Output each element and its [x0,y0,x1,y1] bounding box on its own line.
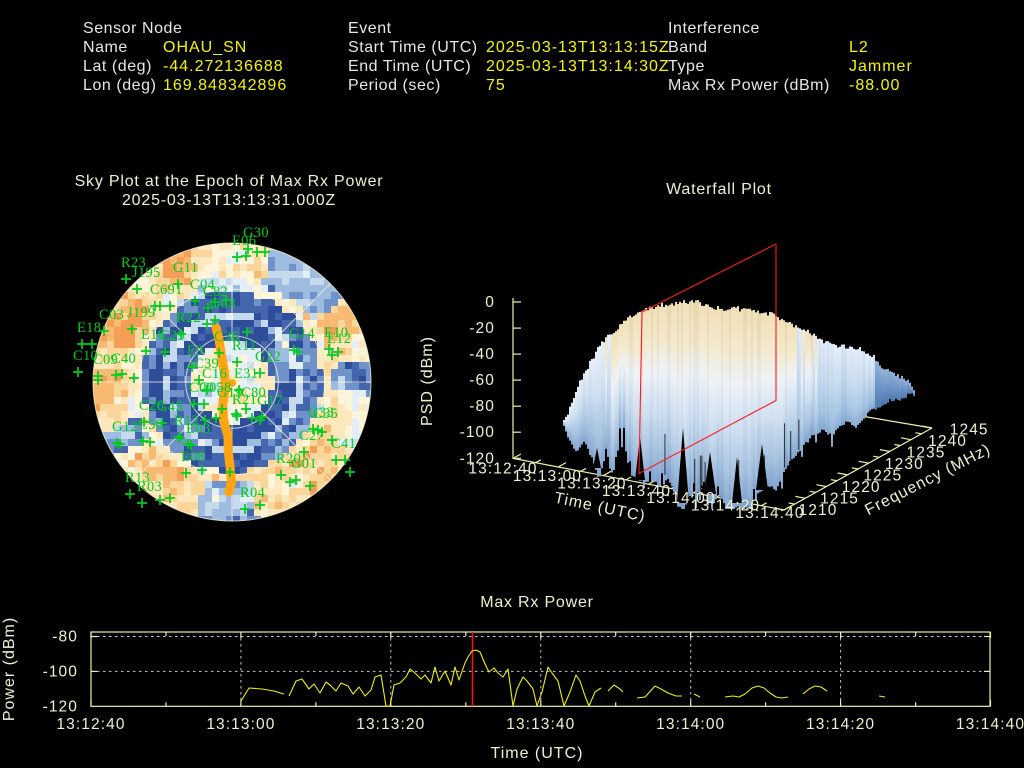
svg-text:G33: G33 [308,405,334,421]
svg-text:-20: -20 [469,320,495,337]
svg-text:C41: C41 [331,436,356,452]
svg-text:J199: J199 [127,305,156,321]
svg-text:0: 0 [485,294,495,311]
svg-text:13:13:20: 13:13:20 [557,475,626,492]
svg-text:Max Rx Power: Max Rx Power [480,594,594,611]
svg-text:J195: J195 [132,265,161,281]
svg-text:13:13:00: 13:13:00 [206,716,275,733]
svg-text:1240: 1240 [928,433,967,450]
svg-text:13:14:40: 13:14:40 [956,716,1024,733]
svg-text:E03: E03 [186,421,210,437]
svg-text:-120: -120 [460,450,495,467]
svg-text:C09: C09 [93,352,118,368]
svg-text:G08: G08 [210,296,236,312]
svg-text:C29: C29 [160,328,185,344]
svg-text:R20: R20 [276,451,301,467]
svg-text:-100: -100 [43,663,78,680]
svg-text:1230: 1230 [885,456,924,473]
svg-text:C16: C16 [202,366,227,382]
svg-text:-80: -80 [52,629,78,646]
svg-text:C35: C35 [313,406,338,422]
svg-text:2025-03-13T13:13:31.000Z: 2025-03-13T13:13:31.000Z [122,192,336,209]
svg-text:R22: R22 [176,310,201,326]
svg-text:1215: 1215 [820,491,859,508]
svg-text:R13: R13 [125,470,150,486]
svg-text:R23: R23 [121,255,146,271]
svg-text:G30: G30 [243,225,269,241]
svg-text:G14: G14 [289,326,315,342]
svg-text:Time (UTC): Time (UTC) [491,745,584,762]
svg-text:E10: E10 [324,325,348,341]
svg-text:C27: C27 [299,428,324,444]
svg-text:R12: R12 [174,413,199,429]
svg-text:C80: C80 [241,385,266,401]
svg-text:R04: R04 [240,485,266,501]
svg-text:E06: E06 [232,233,256,249]
svg-text:-60: -60 [469,372,495,389]
svg-text:1225: 1225 [863,468,902,485]
svg-text:-80: -80 [469,398,495,415]
svg-text:C36: C36 [214,329,239,345]
svg-text:G01: G01 [291,456,317,472]
svg-text:C04: C04 [190,277,216,293]
svg-text:13:12:40: 13:12:40 [468,461,537,478]
svg-text:C058: C058 [199,380,232,396]
svg-text:13:13:00: 13:13:00 [513,468,582,485]
svg-text:C26: C26 [139,398,164,414]
svg-text:Waterfall Plot: Waterfall Plot [666,181,772,198]
svg-text:1245: 1245 [950,422,989,439]
svg-text:-40: -40 [469,346,495,363]
svg-text:E12: E12 [327,331,351,347]
svg-text:E18: E18 [77,320,101,336]
svg-text:R11: R11 [232,338,257,354]
svg-text:G17: G17 [257,393,283,409]
svg-text:1220: 1220 [842,479,881,496]
svg-text:R03: R03 [137,479,162,495]
svg-text:C10: C10 [73,348,98,364]
svg-text:C82: C82 [203,284,228,300]
svg-text:1210: 1210 [799,502,838,519]
svg-text:Power (dBm): Power (dBm) [1,617,18,721]
svg-text:13:14:00: 13:14:00 [646,490,715,507]
svg-text:G19: G19 [217,385,243,401]
svg-text:G45: G45 [157,399,183,415]
svg-text:E08: E08 [181,449,205,465]
svg-text:13:14:20: 13:14:20 [691,498,760,515]
svg-text:G11: G11 [173,260,198,276]
svg-text:C00: C00 [189,380,214,396]
svg-text:-100: -100 [460,424,495,441]
svg-text:-120: -120 [43,698,78,715]
svg-text:C40: C40 [111,351,136,367]
svg-text:13:14:20: 13:14:20 [806,716,875,733]
svg-text:G22: G22 [255,349,281,365]
svg-text:13:13:40: 13:13:40 [602,483,671,500]
svg-text:1235: 1235 [907,445,946,462]
svg-text:PSD (dBm): PSD (dBm) [419,336,436,426]
svg-text:13:14:40: 13:14:40 [735,505,804,522]
svg-text:13:12:40: 13:12:40 [56,716,125,733]
svg-text:C56: C56 [138,417,163,433]
svg-text:C691: C691 [150,282,183,298]
svg-text:R21: R21 [232,392,257,408]
svg-text:C03: C03 [99,307,124,323]
svg-text:13:13:20: 13:13:20 [356,716,425,733]
svg-text:G12: G12 [112,419,138,435]
svg-text:C39: C39 [194,356,219,372]
svg-text:Sky Plot at the Epoch of Max R: Sky Plot at the Epoch of Max Rx Power [75,173,384,190]
svg-text:13:14:00: 13:14:00 [656,716,725,733]
svg-text:E9: E9 [187,343,204,359]
svg-text:E16: E16 [141,327,165,343]
svg-text:13:13:40: 13:13:40 [506,716,575,733]
svg-text:E31: E31 [234,366,258,382]
